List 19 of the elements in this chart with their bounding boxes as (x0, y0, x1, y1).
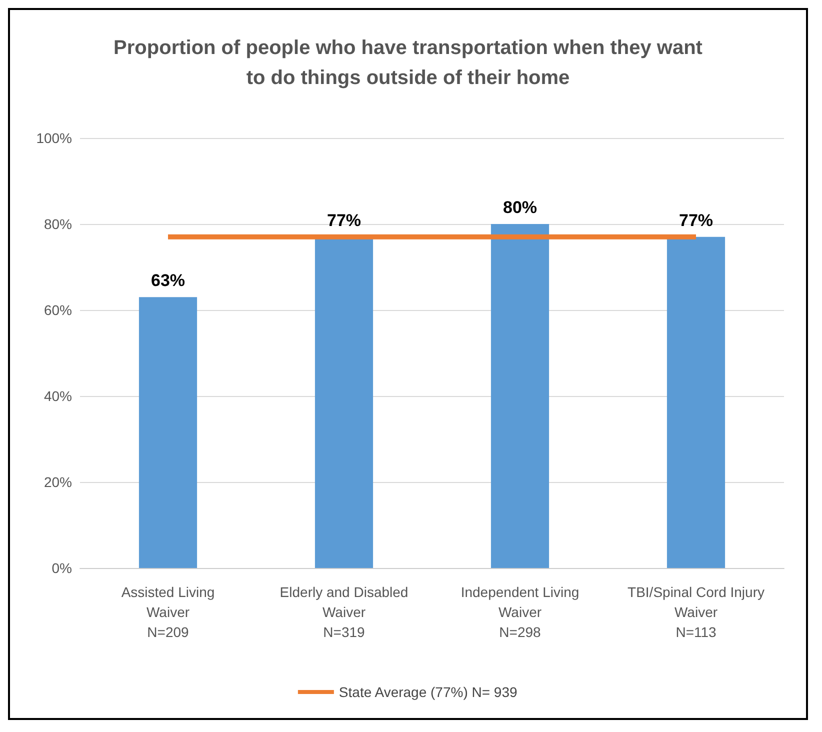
data-label: 63% (150, 271, 186, 290)
x-tick-label: Elderly and Disabled Waiver N=319 (280, 584, 408, 640)
x-tick-label: TBI/Spinal Cord Injury Waiver N=113 (628, 584, 764, 640)
y-tick-label: 60% (44, 302, 72, 318)
bar (666, 236, 726, 568)
data-label: 77% (326, 210, 362, 230)
x-tick-label: Assisted Living Waiver N=209 (121, 584, 215, 640)
chart-title: Proportion of people who have transportation when they want to do things outside of their home (114, 37, 703, 89)
y-tick-label: 100% (36, 130, 72, 146)
x-tick-label: Independent Living Waiver N=298 (460, 584, 580, 640)
legend-label: State Average (77%) N= 939 (338, 684, 518, 700)
bar (490, 224, 550, 568)
bar (138, 297, 198, 568)
data-label: 77% (678, 210, 714, 230)
y-tick-label: 40% (44, 388, 72, 404)
data-label: 80% (502, 198, 538, 217)
y-tick-label: 80% (44, 216, 72, 232)
y-tick-label: 0% (52, 560, 72, 576)
y-tick-label: 20% (44, 474, 72, 490)
